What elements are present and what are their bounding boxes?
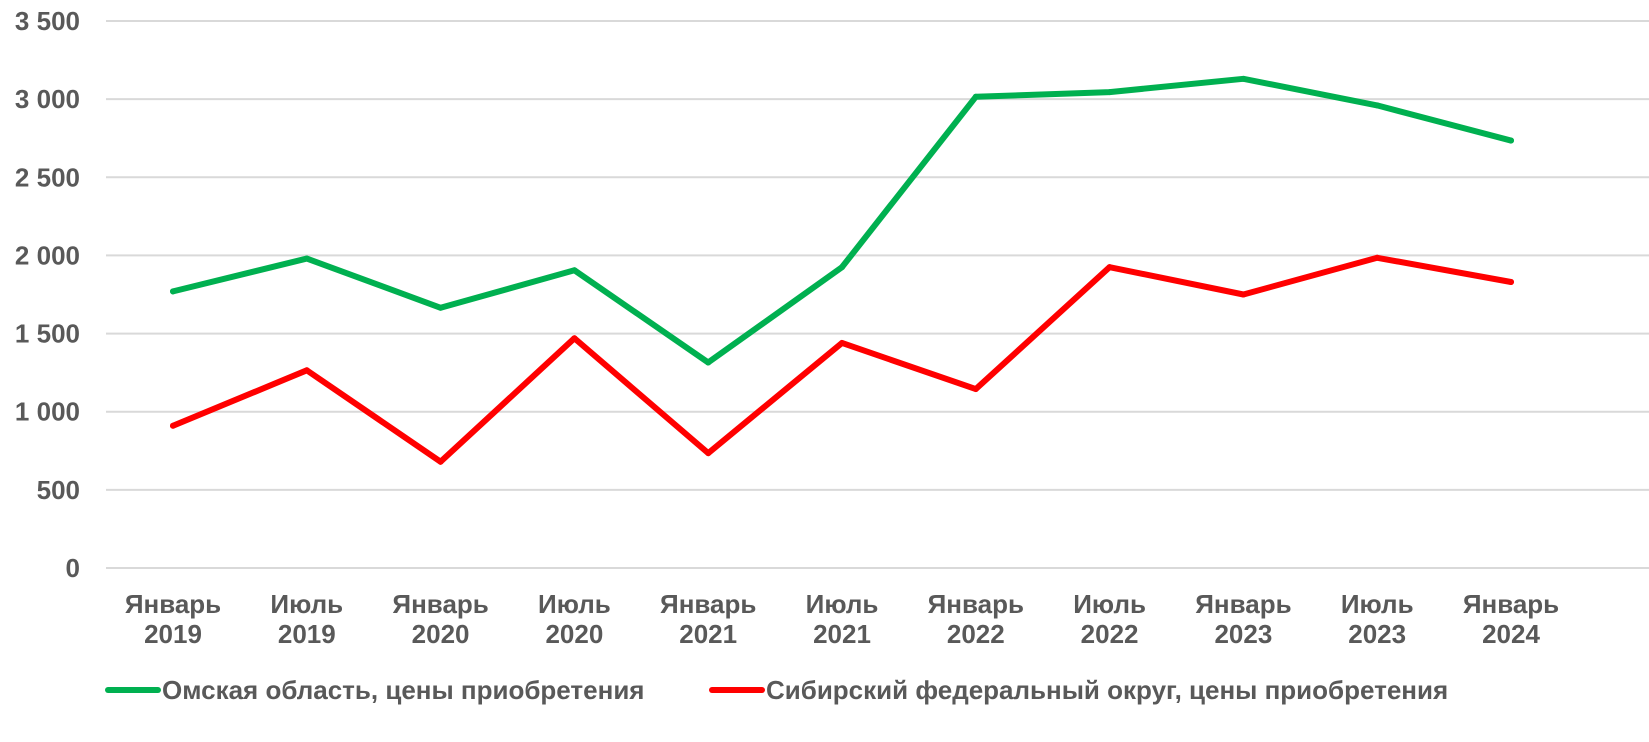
data-point [303,367,310,374]
y-tick-label: 500 [37,475,80,505]
data-point [1508,278,1514,285]
x-tick-label-year: 2022 [947,619,1005,649]
gridlines [106,20,1649,569]
data-point [839,339,845,346]
data-point [1106,264,1113,271]
y-axis-ticks: 0 500 1 000 1 500 2 000 2 500 3 000 3 500 [15,6,80,583]
data-point [1240,291,1247,298]
x-tick-label-year: 2022 [1081,619,1139,649]
data-point [839,264,845,271]
legend-label-0: Омская область, цены приобретения [162,675,644,705]
data-point [1374,254,1381,261]
x-tick-label-month: Июль [270,589,343,619]
x-tick-label-year: 2019 [144,619,202,649]
data-point [1106,89,1113,96]
y-tick-label: 2 000 [15,240,80,270]
legend: Омская область, цены приобретения Сибирск… [105,675,1448,705]
x-tick-label-year: 2023 [1348,619,1406,649]
x-tick-label-year: 2024 [1482,619,1540,649]
y-tick-label: 2 500 [15,162,80,192]
y-tick-label: 0 [66,553,80,583]
x-tick-label-year: 2021 [679,619,737,649]
data-point [1240,75,1247,82]
data-point [571,267,578,274]
x-axis-ticks: Январь2019Июль2019Январь2020Июль2020Янва… [125,589,1559,649]
x-tick-label-month: Июль [1073,589,1146,619]
data-point [303,255,310,262]
data-point [705,359,712,366]
x-tick-label-month: Июль [1341,589,1414,619]
y-tick-label: 3 500 [15,6,80,36]
x-tick-label-month: Январь [660,589,756,619]
data-point [972,386,979,393]
data-point [705,450,712,457]
data-point [1374,102,1381,109]
data-point [972,93,979,100]
series-line-0 [170,75,1514,366]
x-tick-label-year: 2020 [545,619,603,649]
x-tick-label-month: Январь [392,589,488,619]
x-tick-label-month: Январь [928,589,1024,619]
x-tick-label-year: 2021 [813,619,871,649]
x-tick-label-year: 2023 [1214,619,1272,649]
series-line-1 [170,254,1514,465]
y-tick-label: 1 500 [15,319,80,349]
x-tick-label-month: Январь [125,589,221,619]
data-point [437,458,444,465]
x-tick-label-month: Январь [1463,589,1559,619]
data-point [1508,137,1514,144]
x-tick-label-month: Июль [806,589,879,619]
data-point [571,335,578,342]
y-tick-label: 3 000 [15,84,80,114]
data-point [170,422,176,429]
x-tick-label-month: Январь [1195,589,1291,619]
x-tick-label-month: Июль [538,589,611,619]
series-lines [170,75,1514,465]
x-tick-label-year: 2020 [412,619,470,649]
legend-label-1: Сибирский федеральный округ, цены приобр… [766,675,1448,705]
y-tick-label: 1 000 [15,397,80,427]
data-point [437,304,444,311]
x-tick-label-year: 2019 [278,619,336,649]
data-point [170,288,176,295]
